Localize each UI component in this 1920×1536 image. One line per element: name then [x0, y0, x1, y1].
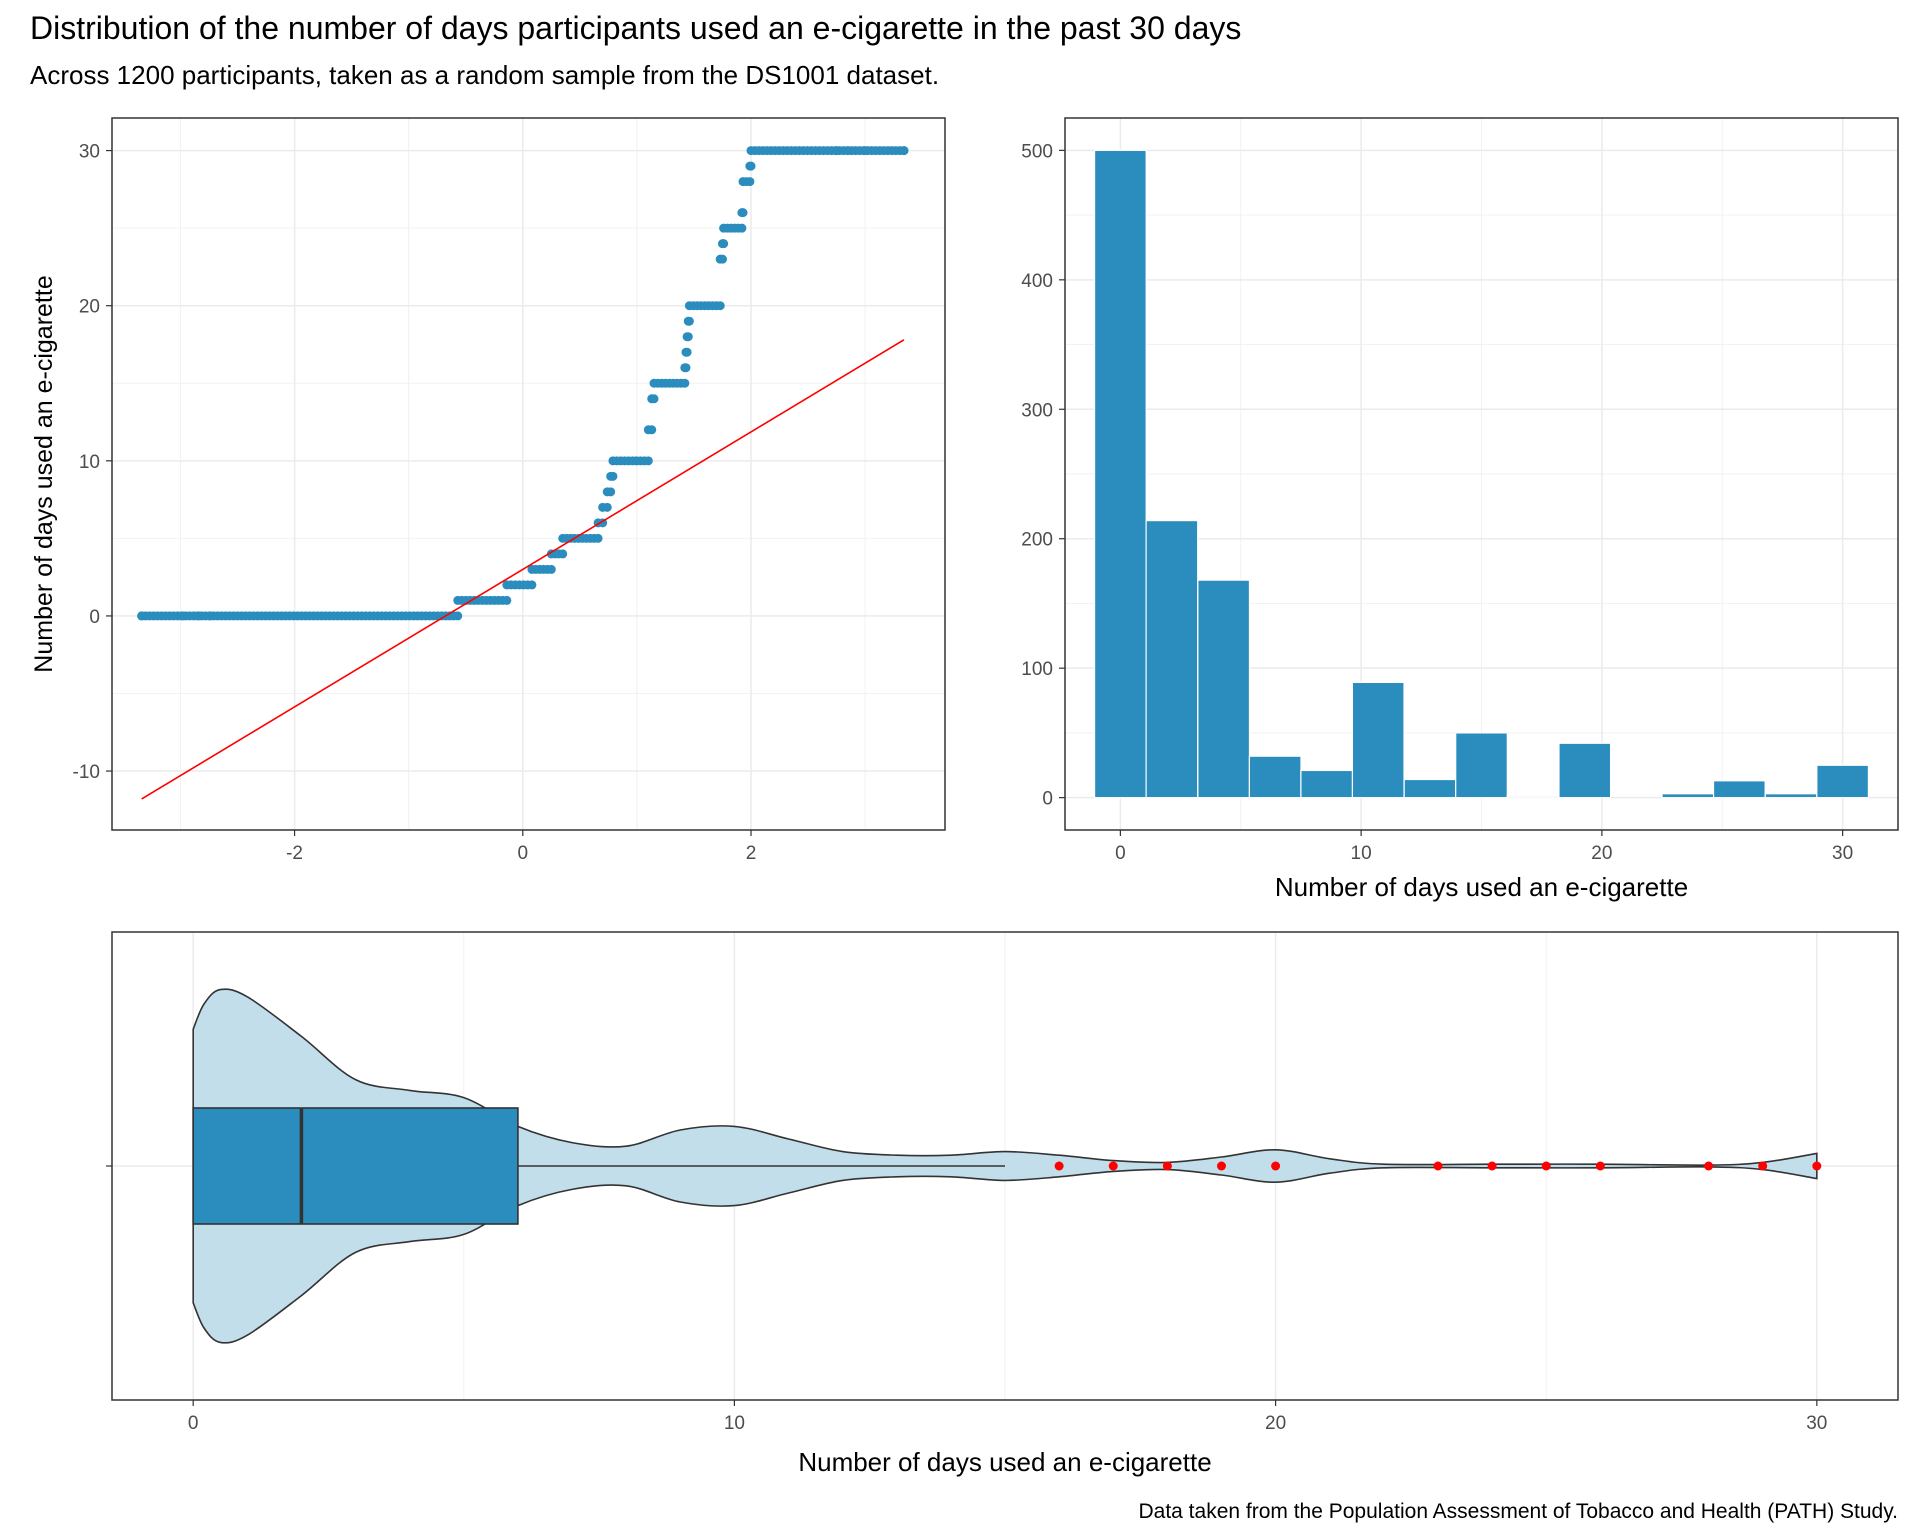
qq-reference-line	[141, 339, 905, 800]
qq-point	[502, 595, 512, 605]
outlier-point	[1108, 1161, 1118, 1171]
hist-bar	[1506, 795, 1560, 799]
violin-x-tick-label: 30	[1806, 1413, 1827, 1434]
qq-point	[745, 177, 755, 187]
outlier-point	[1758, 1161, 1768, 1171]
violin-x-tick-label: 20	[1265, 1413, 1286, 1434]
qq-point	[527, 580, 537, 590]
hist-y-tick-label: 500	[1021, 141, 1053, 162]
hist-bar	[1764, 793, 1818, 799]
qq-point	[738, 208, 748, 218]
chart-subtitle: Across 1200 participants, taken as a ran…	[30, 60, 940, 90]
qq-point	[681, 363, 691, 373]
box-body	[192, 1107, 519, 1225]
qq-point	[832, 146, 842, 156]
qq-point	[647, 425, 657, 435]
chart-title: Distribution of the number of days parti…	[30, 10, 1242, 46]
outlier-point	[1054, 1161, 1064, 1171]
qq-point	[683, 332, 693, 342]
qq-point	[608, 471, 618, 481]
outlier-point	[1541, 1161, 1551, 1171]
qq-y-axis-label: Number of days used an e-cigarette	[30, 275, 58, 672]
qq-point	[606, 487, 616, 497]
qq-point	[546, 564, 556, 574]
qq-x-tick-label: 2	[746, 843, 757, 864]
qq-point	[593, 533, 603, 543]
qq-point	[178, 611, 188, 621]
hist-x-tick-label: 20	[1591, 843, 1612, 864]
outlier-point	[1595, 1161, 1605, 1171]
qq-point	[453, 611, 463, 621]
outlier-point	[1433, 1161, 1443, 1171]
qq-point	[860, 146, 870, 156]
qq-point	[643, 456, 653, 466]
qq-panel-border	[111, 117, 946, 831]
qq-y-tick-label: 30	[79, 142, 100, 163]
hist-bar	[1712, 780, 1766, 799]
outlier-point	[1812, 1161, 1822, 1171]
hist-bar	[1403, 778, 1457, 799]
hist-y-tick-label: 0	[1042, 789, 1053, 810]
hist-bars	[1093, 149, 1870, 799]
box-outliers	[1054, 1161, 1822, 1171]
qq-point	[682, 347, 692, 357]
outlier-point	[1162, 1161, 1172, 1171]
qq-points	[137, 146, 909, 621]
hist-x-tick-label: 30	[1832, 843, 1853, 864]
qq-point	[680, 378, 690, 388]
outlier-point	[1704, 1161, 1714, 1171]
outlier-point	[1216, 1161, 1226, 1171]
qq-point	[719, 239, 729, 249]
qq-x-tick-label: -2	[286, 843, 303, 864]
hist-bar	[1093, 149, 1147, 799]
hist-bar	[1816, 764, 1870, 799]
qq-point	[715, 301, 725, 311]
hist-x-tick-label: 10	[1351, 843, 1372, 864]
hist-y-tick-label: 200	[1021, 530, 1053, 551]
outlier-point	[1487, 1161, 1497, 1171]
outlier-point	[1271, 1161, 1281, 1171]
qq-y-tick-label: 10	[79, 452, 100, 473]
hist-bar	[1145, 520, 1199, 799]
violin-x-tick-label: 10	[724, 1413, 745, 1434]
qq-point	[717, 254, 727, 264]
hist-bar	[1248, 755, 1302, 799]
qq-point	[746, 161, 756, 171]
qq-point	[899, 146, 909, 156]
qq-point	[205, 611, 215, 621]
hist-y-tick-label: 400	[1021, 271, 1053, 292]
qq-point	[194, 611, 204, 621]
hist-panel-border	[1064, 117, 1899, 831]
qq-point	[649, 394, 659, 404]
qq-point	[558, 549, 568, 559]
hist-y-tick-label: 300	[1021, 400, 1053, 421]
qq-point	[843, 146, 853, 156]
hist-bar	[1558, 742, 1612, 799]
hist-bar	[1351, 681, 1405, 799]
hist-x-axis-label: Number of days used an e-cigarette	[1275, 872, 1688, 902]
hist-y-tick-label: 100	[1021, 659, 1053, 680]
violin-x-axis-label: Number of days used an e-cigarette	[798, 1447, 1211, 1477]
hist-bar	[1300, 769, 1354, 799]
qq-point	[737, 223, 747, 233]
hist-bar	[1197, 579, 1251, 799]
violin-shape	[192, 988, 1818, 1344]
hist-bar	[1661, 793, 1715, 799]
violin-x-tick-label: 0	[188, 1413, 199, 1434]
hist-x-tick-label: 0	[1115, 843, 1126, 864]
qq-point	[602, 502, 612, 512]
qq-x-tick-label: 0	[518, 843, 529, 864]
hist-bar	[1455, 732, 1508, 799]
qq-y-tick-label: 20	[79, 297, 100, 318]
qq-y-tick-label: -10	[73, 762, 100, 783]
chart-caption: Data taken from the Population Assessmen…	[1138, 1500, 1898, 1523]
qq-y-tick-label: 0	[89, 607, 100, 628]
qq-point	[137, 611, 147, 621]
qq-point	[684, 316, 694, 326]
